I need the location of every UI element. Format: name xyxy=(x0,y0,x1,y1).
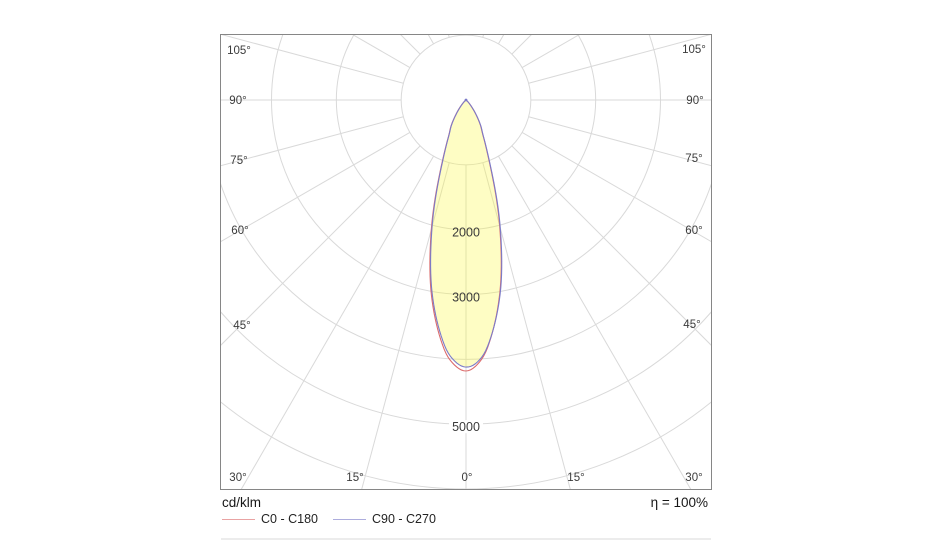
svg-text:0°: 0° xyxy=(462,472,473,484)
polar-chart-canvas: 2000 3000 5000 105° 105° 90° 90° 75° 75° 60° 60° 45… xyxy=(221,35,711,489)
polar-intensity-chart: 2000 3000 5000 105° 105° 90° 90° 75° 75° 60° 60° 45… xyxy=(220,34,712,490)
svg-text:15°: 15° xyxy=(346,472,363,484)
c90-c270-legend-label: C90 - C270 xyxy=(371,512,436,526)
svg-text:45°: 45° xyxy=(683,319,700,331)
svg-text:30°: 30° xyxy=(685,472,702,484)
svg-text:90°: 90° xyxy=(229,95,246,107)
svg-text:60°: 60° xyxy=(231,225,248,237)
svg-text:75°: 75° xyxy=(230,155,247,167)
svg-text:30°: 30° xyxy=(229,472,246,484)
svg-text:105°: 105° xyxy=(682,44,706,56)
svg-text:105°: 105° xyxy=(227,45,251,57)
svg-text:5000: 5000 xyxy=(452,420,480,434)
svg-text:60°: 60° xyxy=(685,225,702,237)
chart-legend: C0 - C180 C90 - C270 xyxy=(222,511,436,527)
svg-text:15°: 15° xyxy=(567,472,584,484)
divider-line xyxy=(221,538,711,540)
svg-text:45°: 45° xyxy=(233,320,250,332)
c90-c270-line-swatch xyxy=(332,518,366,520)
efficiency-label: η = 100% xyxy=(650,495,708,510)
svg-text:75°: 75° xyxy=(685,153,702,165)
svg-text:3000: 3000 xyxy=(452,291,480,305)
svg-text:90°: 90° xyxy=(686,95,703,107)
units-label: cd/klm xyxy=(222,495,262,510)
svg-text:2000: 2000 xyxy=(452,226,480,240)
c0-c180-legend-label: C0 - C180 xyxy=(261,512,318,526)
c0-c180-line-swatch xyxy=(222,518,255,520)
